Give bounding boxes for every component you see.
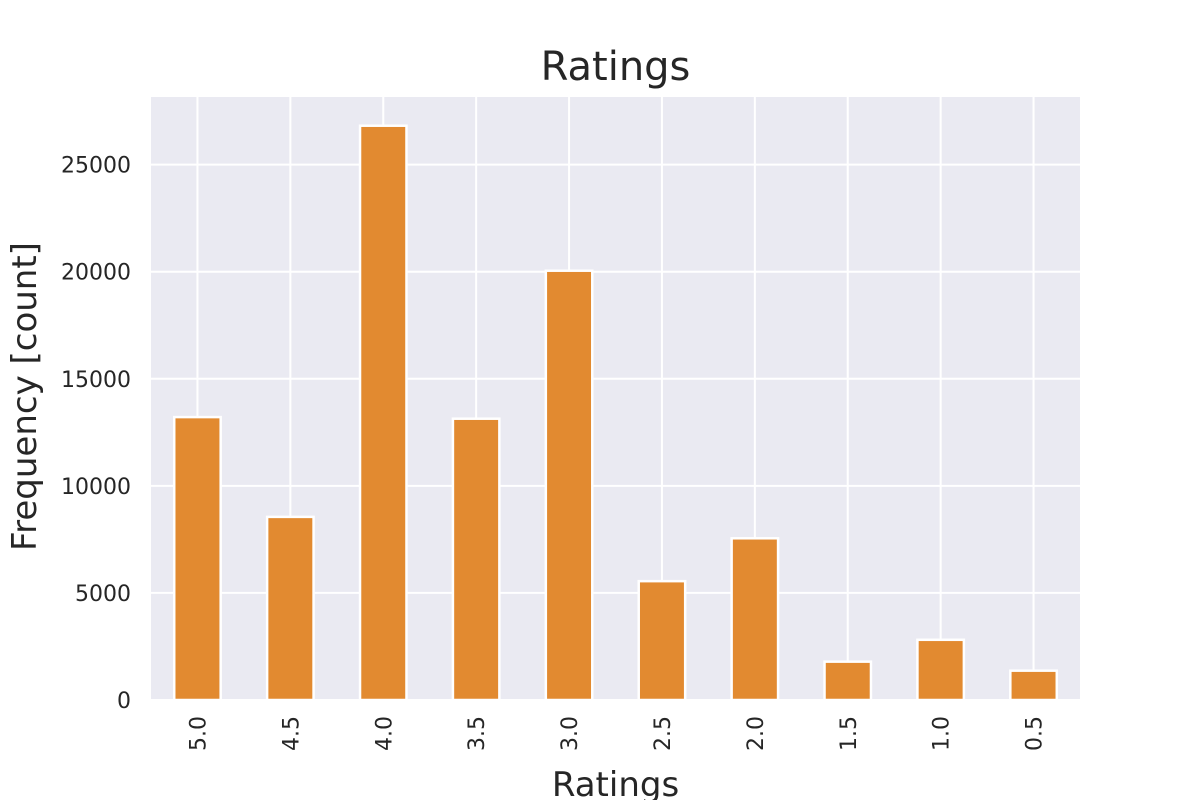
bar-5.0 bbox=[172, 415, 222, 702]
bar-2.5 bbox=[637, 579, 687, 702]
bar-3.0 bbox=[544, 269, 594, 702]
y-tick-label: 10000 bbox=[61, 475, 131, 500]
y-axis-title: Frequency [count] bbox=[5, 242, 45, 551]
bar-0.5 bbox=[1009, 669, 1059, 702]
x-tick-label: 0.5 bbox=[1023, 716, 1048, 751]
y-tick-label: 0 bbox=[117, 689, 131, 714]
x-tick-label: 5.0 bbox=[186, 716, 211, 751]
x-tick-label: 4.5 bbox=[279, 716, 304, 751]
bar-3.5 bbox=[451, 417, 501, 702]
x-tick-labels: 5.0 4.5 4.0 3.5 3.0 2.5 2.0 1.5 1.0 0.5 bbox=[186, 716, 1047, 751]
bar-1.5 bbox=[823, 660, 873, 702]
bar-1.0 bbox=[916, 638, 966, 702]
x-tick-label: 1.0 bbox=[930, 716, 955, 751]
chart-title: Ratings bbox=[541, 44, 691, 90]
x-tick-label: 2.0 bbox=[744, 716, 769, 751]
x-tick-label: 4.0 bbox=[372, 716, 397, 751]
bar-4.5 bbox=[265, 515, 315, 702]
y-tick-label: 15000 bbox=[61, 368, 131, 393]
x-tick-label: 2.5 bbox=[651, 716, 676, 751]
bars bbox=[172, 124, 1059, 702]
x-axis-title: Ratings bbox=[552, 765, 679, 800]
y-tick-label: 20000 bbox=[61, 261, 131, 286]
bar-4.0 bbox=[358, 124, 408, 702]
y-tick-label: 5000 bbox=[75, 582, 131, 607]
x-tick-label: 3.5 bbox=[465, 716, 490, 751]
y-tick-labels: 0 5000 10000 15000 20000 25000 bbox=[61, 154, 131, 714]
bar-2.0 bbox=[730, 537, 780, 702]
x-tick-label: 1.5 bbox=[837, 716, 862, 751]
x-tick-label: 3.0 bbox=[558, 716, 583, 751]
y-tick-label: 25000 bbox=[61, 154, 131, 179]
